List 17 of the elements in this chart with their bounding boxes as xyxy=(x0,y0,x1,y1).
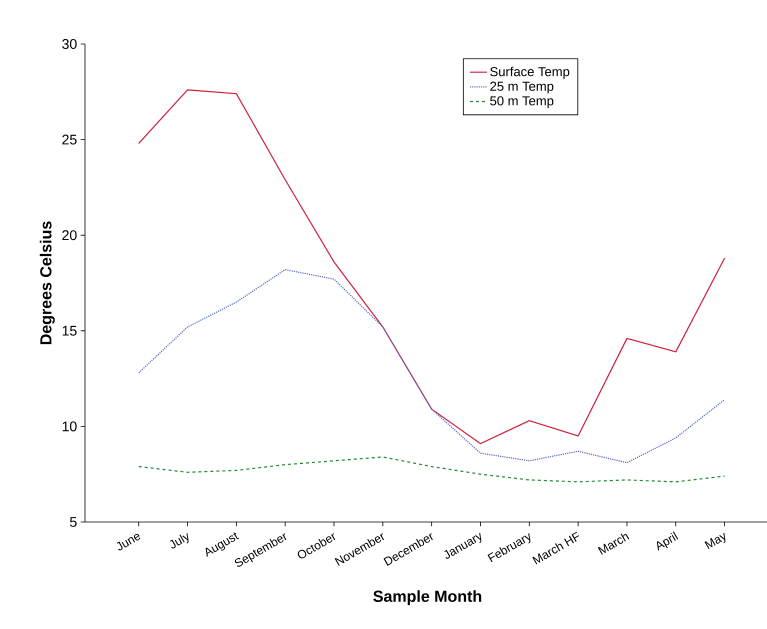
legend-label: Surface Temp xyxy=(490,66,570,79)
y-tick-label: 25 xyxy=(62,134,77,145)
y-axis-title: Degrees Celsius xyxy=(40,221,55,344)
legend-label: 25 m Temp xyxy=(490,82,554,94)
line-series xyxy=(138,456,726,482)
x-tick-label: April xyxy=(656,532,678,551)
y-tick-label: 5 xyxy=(70,517,77,527)
y-tick-label: 10 xyxy=(62,421,77,432)
x-tick-label: May xyxy=(704,532,726,550)
y-tick-label: 30 xyxy=(62,39,77,49)
legend-label: 50 m Temp xyxy=(490,96,554,108)
x-tick-label: June xyxy=(116,534,140,550)
y-tick-label: 15 xyxy=(62,326,77,336)
x-tick-label: July xyxy=(170,533,189,548)
x-axis-title: Sample Month xyxy=(373,590,482,606)
y-tick-label: 20 xyxy=(62,230,77,240)
line-series xyxy=(138,269,726,464)
